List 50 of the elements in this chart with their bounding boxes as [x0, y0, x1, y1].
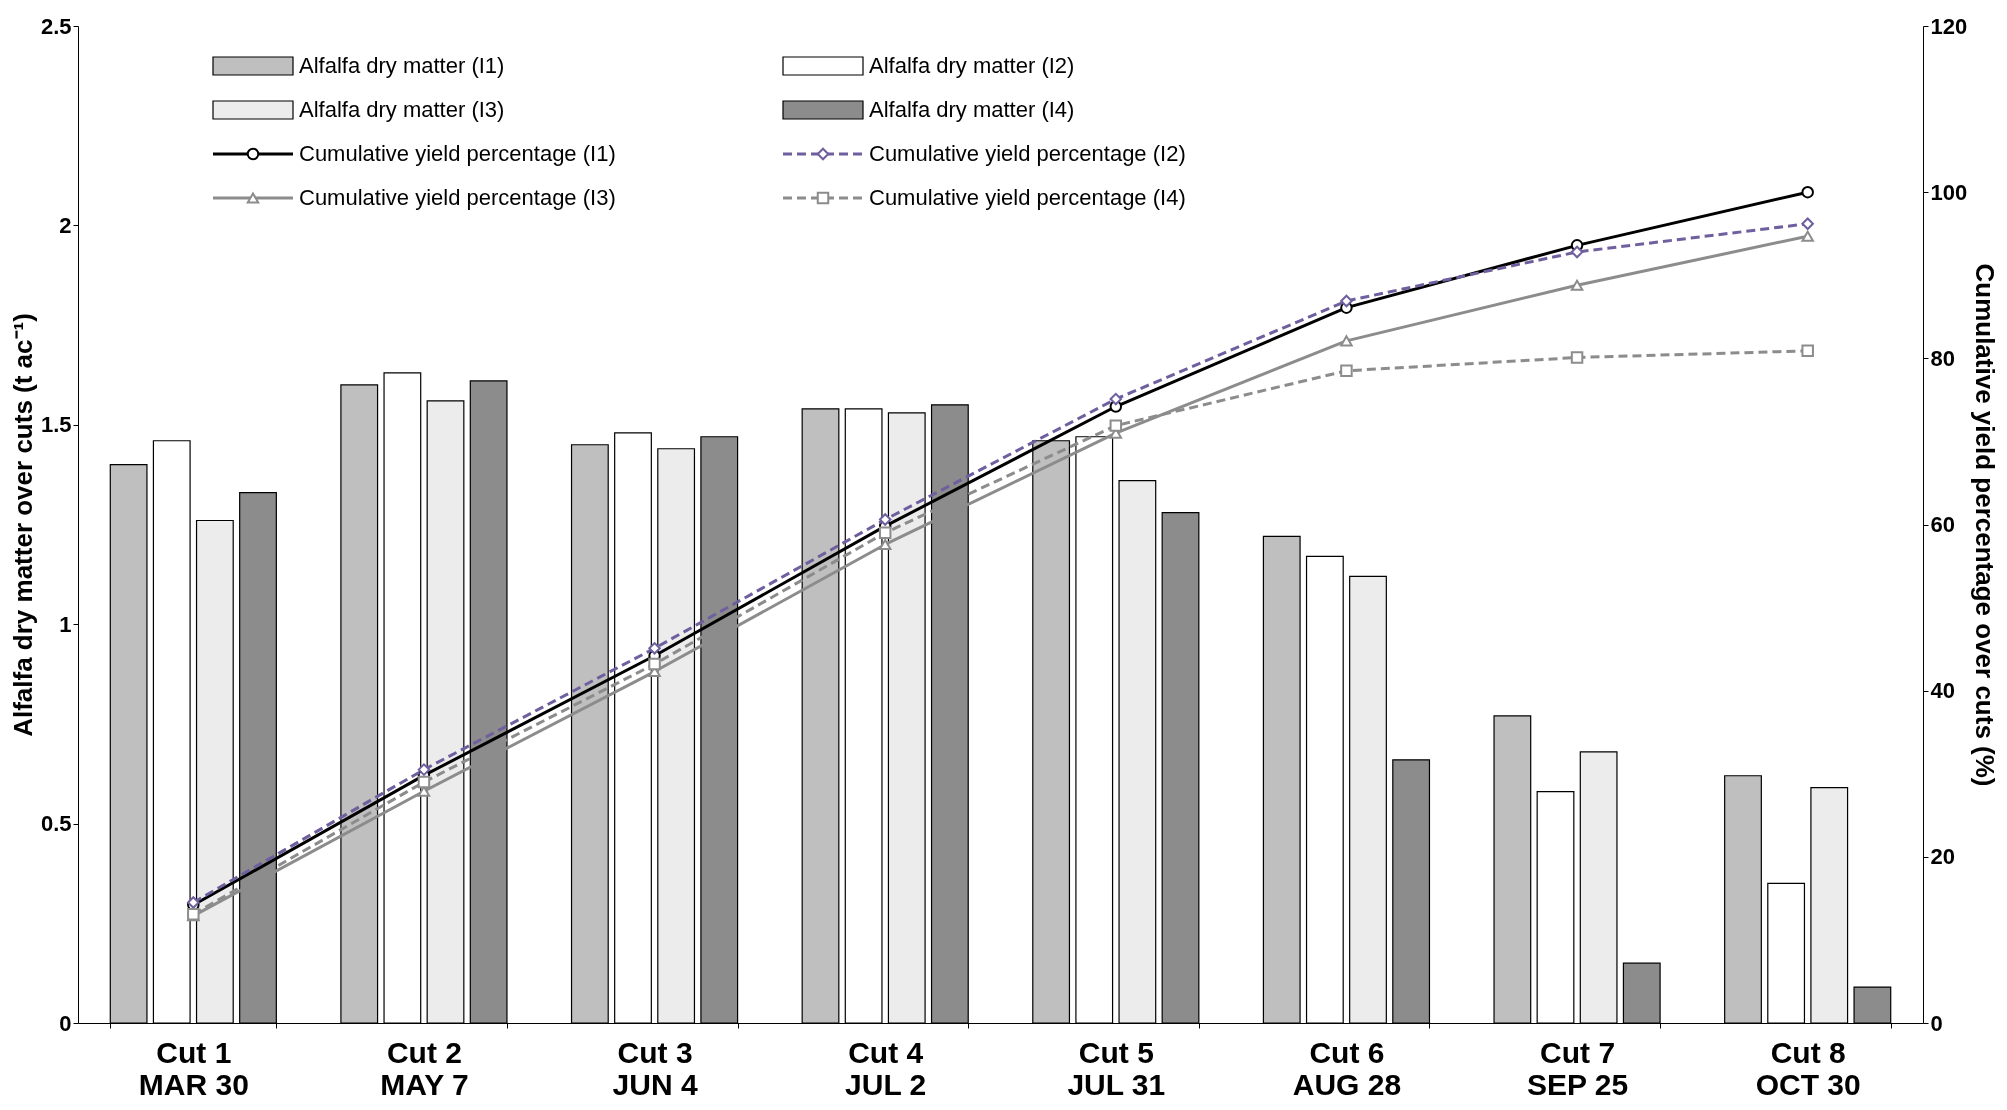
point	[1570, 279, 1584, 291]
x-tick-label: Cut 3 JUN 4	[612, 1035, 698, 1101]
point	[1570, 351, 1584, 364]
point	[417, 775, 431, 789]
y-axis-title: Alfalfa dry matter over cuts (t ac⁻¹)	[7, 313, 38, 737]
point	[648, 657, 661, 671]
y2-tick-label: 120	[1930, 13, 1968, 39]
point	[1801, 344, 1814, 358]
point	[648, 642, 661, 655]
x-tick-label: Cut 8 OCT 30	[1755, 1035, 1861, 1101]
point	[1801, 185, 1814, 199]
point	[1340, 364, 1353, 378]
y-tick-label: 0.5	[40, 811, 72, 837]
legend-label: Alfalfa dry matter (I3)	[299, 97, 505, 122]
y-tick-label: 2	[59, 212, 72, 238]
point	[878, 526, 892, 540]
point	[878, 538, 892, 550]
y-tick-label: 1.5	[40, 412, 72, 438]
y2-axis-title: Cumulative yield percentage over cuts (%)	[1970, 263, 2001, 787]
y-tick-label: 0	[59, 1010, 72, 1036]
y-tick-label: 1	[59, 611, 72, 637]
x-tick-label: Cut 1 MAR 30	[138, 1035, 249, 1101]
point	[1570, 245, 1584, 259]
point	[1340, 294, 1353, 308]
y2-tick-label: 40	[1930, 678, 1955, 704]
y2-tick-label: 0	[1930, 1010, 1943, 1036]
legend-label: Cumulative yield percentage (I3)	[299, 185, 616, 210]
legend-label: Alfalfa dry matter (I4)	[869, 97, 1075, 122]
point	[417, 763, 431, 776]
point	[1801, 230, 1814, 242]
y2-tick-label: 100	[1930, 179, 1968, 205]
y2-tick-label: 60	[1930, 512, 1955, 537]
y-tick-label: 2.5	[40, 13, 72, 39]
x-tick-label: Cut 2 MAY 7	[380, 1035, 469, 1101]
y2-tick-label: 80	[1930, 345, 1955, 371]
legend-label: Cumulative yield percentage (I1)	[299, 141, 616, 166]
point	[1109, 419, 1123, 432]
point	[1340, 335, 1353, 347]
point	[1109, 392, 1123, 406]
legend-label: Alfalfa dry matter (I2)	[869, 53, 1075, 78]
point	[878, 513, 892, 526]
legend-label: Cumulative yield percentage (I4)	[869, 185, 1186, 210]
x-tick-label: Cut 6 AUG 28	[1292, 1035, 1402, 1101]
legend-label: Cumulative yield percentage (I2)	[869, 141, 1186, 166]
point	[1801, 217, 1814, 230]
legend-label: Alfalfa dry matter (I1)	[299, 53, 505, 78]
x-tick-label: Cut 4 JUL 2	[845, 1035, 927, 1101]
y2-tick-label: 20	[1930, 844, 1955, 870]
x-tick-label: Cut 7 SEP 25	[1526, 1035, 1629, 1101]
x-tick-label: Cut 5 JUL 31	[1067, 1035, 1166, 1101]
